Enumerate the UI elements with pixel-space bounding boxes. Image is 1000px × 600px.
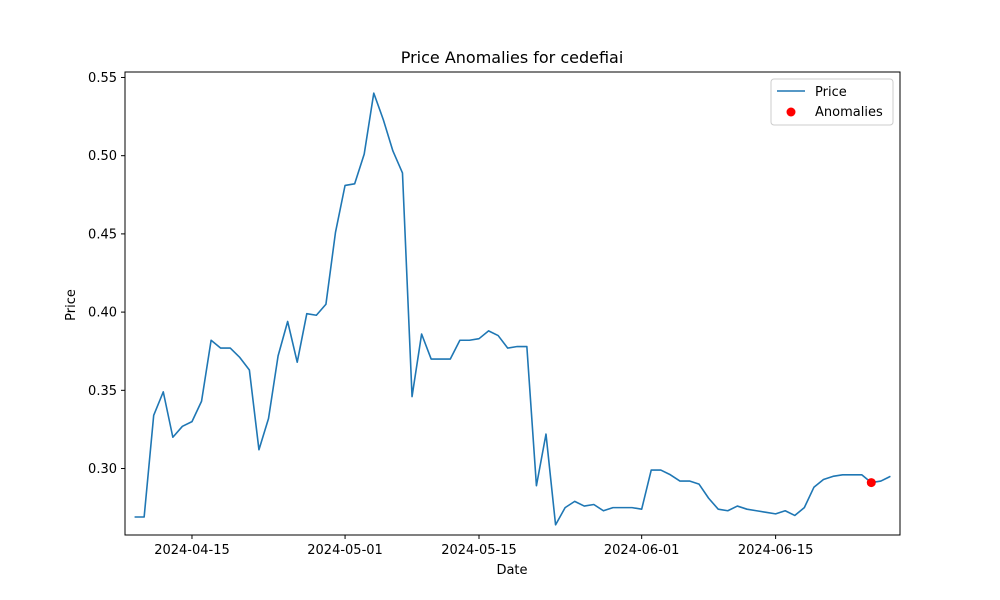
y-tick-label: 0.50 [88,149,117,164]
legend-price-label: Price [815,85,847,100]
anomaly-point [866,478,876,488]
y-axis-label: Price [64,289,79,321]
plot-content [134,92,891,526]
x-axis-label: Date [496,563,527,578]
y-tick-label: 0.45 [88,227,117,242]
chart-title: Price Anomalies for cedefiai [401,48,624,67]
axes: 2024-04-15 2024-05-01 2024-05-15 2024-06-01… [88,71,901,558]
legend-anomalies-label: Anomalies [815,105,883,120]
x-tick-label: 2024-05-01 [307,543,383,558]
x-tick-label: 2024-06-01 [604,543,680,558]
y-tick-label: 0.35 [88,384,117,399]
price-line [134,92,891,526]
x-tick-label: 2024-04-15 [154,543,230,558]
legend: Price Anomalies [770,78,894,126]
y-tick-label: 0.40 [88,306,117,321]
y-tick-label: 0.55 [88,71,117,86]
x-tick-label: 2024-05-15 [441,543,517,558]
x-tick-label: 2024-06-15 [738,543,814,558]
y-tick-label: 0.30 [88,462,117,477]
legend-anomalies-swatch [786,107,796,117]
plot-frame [124,71,901,536]
